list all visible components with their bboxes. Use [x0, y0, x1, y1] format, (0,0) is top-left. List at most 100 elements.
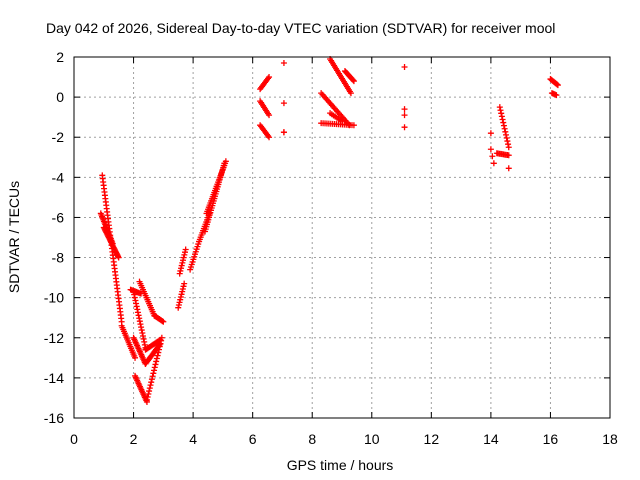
data-point — [151, 364, 158, 371]
data-point — [175, 302, 182, 309]
chart-title: Day 042 of 2026, Sidereal Day-to-day VTE… — [46, 20, 555, 36]
data-point — [153, 358, 160, 365]
data-point — [181, 251, 188, 258]
data-point — [177, 293, 184, 300]
y-tick-label: -12 — [44, 330, 64, 346]
data-point — [179, 285, 186, 292]
data-point — [222, 158, 229, 165]
data-point — [176, 299, 183, 306]
data-point — [180, 257, 187, 264]
data-point — [347, 90, 354, 97]
data-point — [554, 81, 561, 88]
y-tick-label: -14 — [44, 370, 64, 386]
data-point — [497, 107, 504, 114]
data-point — [401, 124, 408, 131]
data-point — [180, 254, 187, 261]
y-tick-label: 0 — [56, 89, 64, 105]
data-point — [182, 246, 189, 253]
data-point — [159, 318, 166, 325]
data-point — [179, 259, 186, 266]
data-point — [553, 92, 560, 99]
data-point — [151, 367, 158, 374]
data-point — [500, 122, 507, 129]
y-axis-label: SDTVAR / TECUs — [6, 181, 22, 293]
data-point — [401, 106, 408, 113]
x-tick-labels: 0 2 4 6 8 10 12 14 16 18 — [70, 431, 618, 447]
data-point — [160, 318, 167, 325]
data-point — [265, 132, 272, 139]
data-point — [177, 296, 184, 303]
data-point — [156, 337, 163, 344]
data-point — [178, 262, 185, 269]
data-point — [147, 382, 154, 389]
x-tick-label: 6 — [249, 431, 257, 447]
data-points — [97, 56, 561, 405]
data-point — [505, 165, 512, 172]
data-point — [554, 82, 561, 89]
data-point — [499, 116, 506, 123]
data-point — [178, 265, 185, 272]
data-point — [146, 385, 153, 392]
data-point — [175, 304, 182, 311]
data-point — [487, 146, 494, 153]
x-tick-label: 8 — [308, 431, 316, 447]
data-point — [109, 240, 116, 247]
data-point — [148, 379, 155, 386]
data-point — [179, 288, 186, 295]
x-tick-label: 4 — [189, 431, 197, 447]
data-point — [487, 130, 494, 137]
data-point — [266, 112, 273, 119]
x-tick-label: 14 — [483, 431, 499, 447]
data-point — [182, 249, 189, 256]
x-tick-label: 18 — [602, 431, 618, 447]
data-point — [505, 144, 512, 151]
data-point — [146, 388, 153, 395]
data-point — [503, 131, 510, 138]
data-point — [153, 355, 160, 362]
x-tick-label: 16 — [543, 431, 559, 447]
data-point — [489, 153, 496, 160]
data-point — [265, 75, 272, 82]
data-point — [501, 125, 508, 132]
x-axis-label: GPS time / hours — [287, 457, 394, 473]
plot-frame — [73, 56, 611, 419]
data-point — [496, 104, 503, 111]
y-tick-label: -16 — [44, 410, 64, 426]
data-point — [401, 112, 408, 119]
data-point — [144, 393, 151, 400]
data-point — [152, 361, 159, 368]
data-point — [154, 352, 161, 359]
data-point — [148, 376, 155, 383]
data-point — [266, 74, 273, 81]
x-tick-label: 12 — [424, 431, 440, 447]
y-tick-label: -4 — [52, 169, 65, 185]
data-point — [280, 129, 287, 136]
data-point — [177, 267, 184, 274]
data-point — [150, 370, 157, 377]
data-point — [178, 291, 185, 298]
data-point — [503, 134, 510, 141]
data-point — [350, 78, 357, 85]
data-point — [149, 373, 156, 380]
x-tick-label: 2 — [130, 431, 138, 447]
y-tick-label: 2 — [56, 49, 64, 65]
data-point — [498, 113, 505, 120]
data-point — [145, 391, 152, 398]
y-tick-label: -6 — [52, 209, 65, 225]
data-point — [266, 134, 273, 141]
data-point — [181, 280, 188, 287]
data-point — [176, 270, 183, 277]
data-point — [504, 138, 511, 145]
data-point — [132, 354, 139, 361]
data-point — [280, 100, 287, 107]
data-point — [280, 60, 287, 67]
data-point — [157, 336, 164, 343]
x-tick-label: 10 — [364, 431, 380, 447]
y-tick-label: -2 — [52, 129, 65, 145]
y-tick-label: -10 — [44, 290, 64, 306]
data-point — [401, 64, 408, 71]
data-point — [505, 141, 512, 148]
data-point — [350, 77, 357, 84]
data-point — [339, 118, 345, 125]
